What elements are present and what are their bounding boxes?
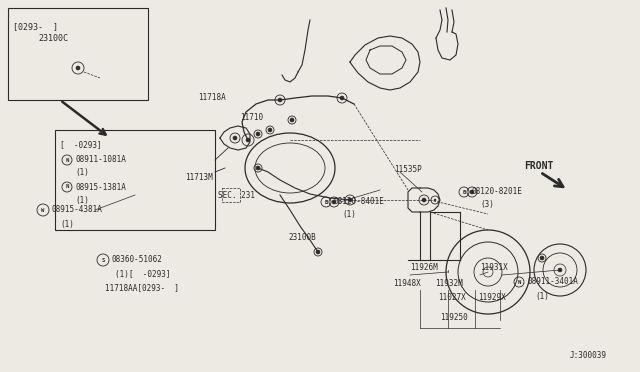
Text: 11718A: 11718A <box>198 93 226 103</box>
Text: 08915-1381A: 08915-1381A <box>75 183 126 192</box>
Text: 11932M: 11932M <box>435 279 463 288</box>
Text: 11027X: 11027X <box>438 294 466 302</box>
Text: (1): (1) <box>342 209 356 218</box>
Text: W: W <box>42 208 45 212</box>
Bar <box>55 130 215 230</box>
Circle shape <box>316 250 320 254</box>
Text: S: S <box>101 257 104 263</box>
Text: 08120-8201E: 08120-8201E <box>472 187 523 196</box>
Text: (1)[  -0293]: (1)[ -0293] <box>115 269 170 279</box>
Circle shape <box>422 198 426 202</box>
Text: N: N <box>517 279 520 285</box>
Text: (3): (3) <box>480 199 494 208</box>
Circle shape <box>434 199 436 201</box>
Text: 11710: 11710 <box>240 113 263 122</box>
Circle shape <box>268 128 272 132</box>
Text: 08911-1081A: 08911-1081A <box>75 155 126 164</box>
Circle shape <box>348 198 352 202</box>
Text: 11931X: 11931X <box>480 263 508 273</box>
Bar <box>8 8 148 100</box>
Circle shape <box>540 256 544 260</box>
Text: B: B <box>324 199 328 205</box>
Text: [0293-  ]: [0293- ] <box>13 22 58 31</box>
Circle shape <box>278 98 282 102</box>
Circle shape <box>290 118 294 122</box>
Text: [  -0293]: [ -0293] <box>60 140 102 149</box>
Text: 11713M: 11713M <box>185 173 212 183</box>
Text: J:300039: J:300039 <box>570 352 607 360</box>
Text: (1): (1) <box>75 196 89 205</box>
Circle shape <box>558 268 562 272</box>
Text: 11718AA[0293-  ]: 11718AA[0293- ] <box>105 283 179 292</box>
Circle shape <box>246 138 250 142</box>
Text: (1): (1) <box>535 292 549 301</box>
Text: SEC. 231: SEC. 231 <box>218 190 255 199</box>
Text: 11929X: 11929X <box>478 294 506 302</box>
Text: B: B <box>462 189 466 195</box>
Circle shape <box>256 132 260 136</box>
Text: 119250: 119250 <box>440 314 468 323</box>
Circle shape <box>332 200 336 204</box>
Text: 11926M: 11926M <box>410 263 438 273</box>
Circle shape <box>233 136 237 140</box>
Circle shape <box>256 166 260 170</box>
Text: N: N <box>65 185 68 189</box>
Text: N: N <box>65 157 68 163</box>
Text: (1): (1) <box>75 169 89 177</box>
Text: FRONT: FRONT <box>524 161 554 171</box>
Text: 23100B: 23100B <box>288 234 316 243</box>
Text: 08360-51062: 08360-51062 <box>112 256 163 264</box>
Circle shape <box>340 96 344 100</box>
Text: 08911-3401A: 08911-3401A <box>527 278 578 286</box>
Text: 11948X: 11948X <box>393 279 420 288</box>
Text: 23100C: 23100C <box>38 34 68 43</box>
Text: 08120-8401E: 08120-8401E <box>334 198 385 206</box>
Text: 11535P: 11535P <box>394 166 422 174</box>
Text: (1): (1) <box>60 219 74 228</box>
Text: 08915-4381A: 08915-4381A <box>52 205 103 215</box>
Bar <box>222 188 240 202</box>
Circle shape <box>76 66 80 70</box>
Circle shape <box>470 190 474 194</box>
